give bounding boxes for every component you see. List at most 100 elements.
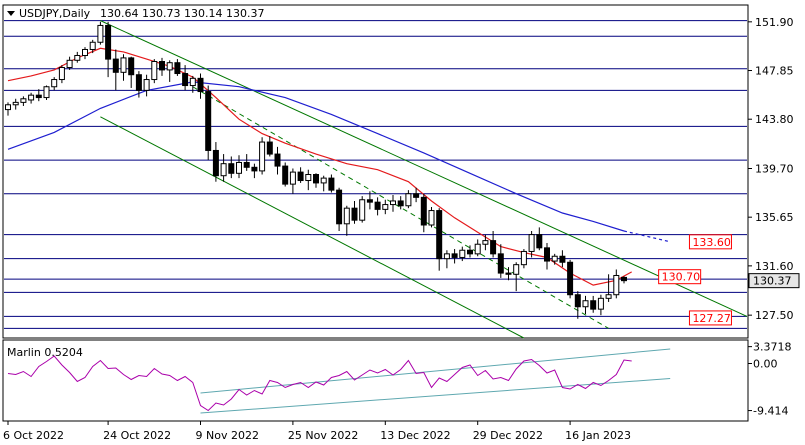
candle-body-74 (574, 294, 581, 308)
candle-62 (482, 234, 489, 251)
oscillator-tick-label-2: -9.414 (753, 405, 788, 418)
candle-body-29 (228, 163, 235, 174)
candle-29 (228, 156, 235, 179)
candle-body-31 (243, 161, 250, 168)
candle-45 (351, 200, 358, 224)
candle-body-9 (74, 54, 81, 61)
candle-body-21 (166, 62, 173, 71)
candle-25 (197, 73, 204, 99)
candle-33 (259, 137, 266, 175)
price-tick-label-5: 131.60 (755, 260, 794, 273)
candle-body-4 (35, 94, 42, 99)
candle-body-67 (520, 250, 527, 266)
price-callout-label-0: 133.60 (692, 236, 731, 249)
candle-body-25 (197, 77, 204, 93)
candle-23 (182, 65, 189, 91)
candle-5 (43, 85, 50, 100)
date-tick-label-6: 16 Jan 2023 (565, 429, 631, 442)
candle-16 (128, 56, 135, 88)
candle-body-10 (82, 48, 88, 56)
candle-body-43 (336, 189, 343, 225)
candle-body-39 (305, 174, 312, 182)
candle-64 (497, 244, 504, 278)
candle-53 (413, 187, 420, 203)
candle-body-18 (143, 79, 150, 91)
candle-77 (597, 294, 604, 316)
candle-52 (405, 190, 412, 209)
channel-line-2 (192, 86, 609, 329)
candle-body-7 (58, 67, 65, 81)
candle-75 (582, 295, 589, 314)
candle-80 (621, 276, 627, 284)
candle-body-69 (536, 234, 543, 249)
candle-body-14 (112, 58, 119, 73)
price-tick-label-4: 135.65 (755, 211, 794, 224)
candle-31 (243, 154, 250, 171)
price-callout-box-2 (688, 310, 732, 326)
candle-body-78 (605, 294, 612, 299)
candle-body-48 (374, 201, 381, 210)
candle-59 (459, 246, 466, 262)
current-price-marker: 130.37 (748, 273, 800, 289)
candle-6 (51, 77, 58, 91)
candle-body-54 (420, 196, 427, 226)
candle-22 (174, 59, 181, 76)
candle-12 (97, 21, 104, 45)
candle-body-56 (436, 210, 443, 260)
candle-27 (212, 142, 219, 182)
main-plot-frame (2, 4, 749, 339)
candlesticks (5, 21, 627, 319)
candle-body-5 (43, 86, 50, 99)
candle-68 (528, 231, 535, 258)
candle-20 (159, 57, 165, 76)
candle-58 (451, 249, 458, 264)
candle-body-13 (105, 24, 112, 60)
candle-body-24 (189, 77, 196, 87)
date-tick-label-2: 9 Nov 2022 (196, 429, 259, 442)
candle-body-12 (97, 24, 104, 43)
channel-line-0 (100, 20, 748, 317)
price-tick-label-3: 139.70 (755, 162, 794, 175)
oscillator-channel-line-1 (200, 348, 671, 394)
candle-body-47 (366, 199, 373, 203)
candle-body-71 (551, 255, 558, 262)
candle-body-79 (613, 274, 620, 296)
candle-47 (366, 191, 373, 210)
candle-65 (505, 267, 512, 281)
candle-body-17 (135, 74, 142, 91)
candle-body-15 (120, 57, 127, 73)
candle-28 (220, 154, 227, 182)
oscillator-title: Marlin 0.5204 (7, 346, 83, 359)
oscillator-panel: 3.3718 0.00 -9.414 (7, 341, 792, 418)
candle-body-57 (443, 253, 450, 260)
dropdown-triangle-icon[interactable] (7, 11, 15, 16)
candle-body-28 (220, 163, 227, 177)
candle-body-51 (397, 200, 404, 207)
candle-13 (105, 21, 112, 78)
current-price-box (748, 273, 800, 289)
candle-48 (374, 197, 381, 216)
candle-54 (420, 193, 427, 233)
candle-body-30 (236, 161, 242, 174)
candle-body-44 (343, 207, 350, 225)
price-tick-label-2: 143.80 (755, 113, 794, 126)
candle-36 (282, 162, 289, 187)
candle-15 (120, 54, 127, 81)
candle-body-33 (259, 141, 266, 172)
candle-body-16 (128, 57, 135, 76)
candle-21 (166, 60, 173, 82)
candle-46 (359, 196, 366, 223)
candle-body-38 (297, 171, 304, 182)
candle-42 (328, 174, 335, 193)
oscillator-tick-label-0: 3.3718 (753, 341, 792, 354)
candle-39 (305, 169, 312, 191)
price-callout-box-0 (688, 234, 732, 250)
candle-body-46 (359, 199, 366, 221)
candle-body-68 (528, 234, 535, 252)
candle-3 (28, 92, 35, 104)
candle-body-36 (282, 165, 289, 185)
candle-body-77 (597, 297, 604, 310)
candle-35 (274, 146, 281, 175)
candle-body-59 (459, 249, 466, 258)
